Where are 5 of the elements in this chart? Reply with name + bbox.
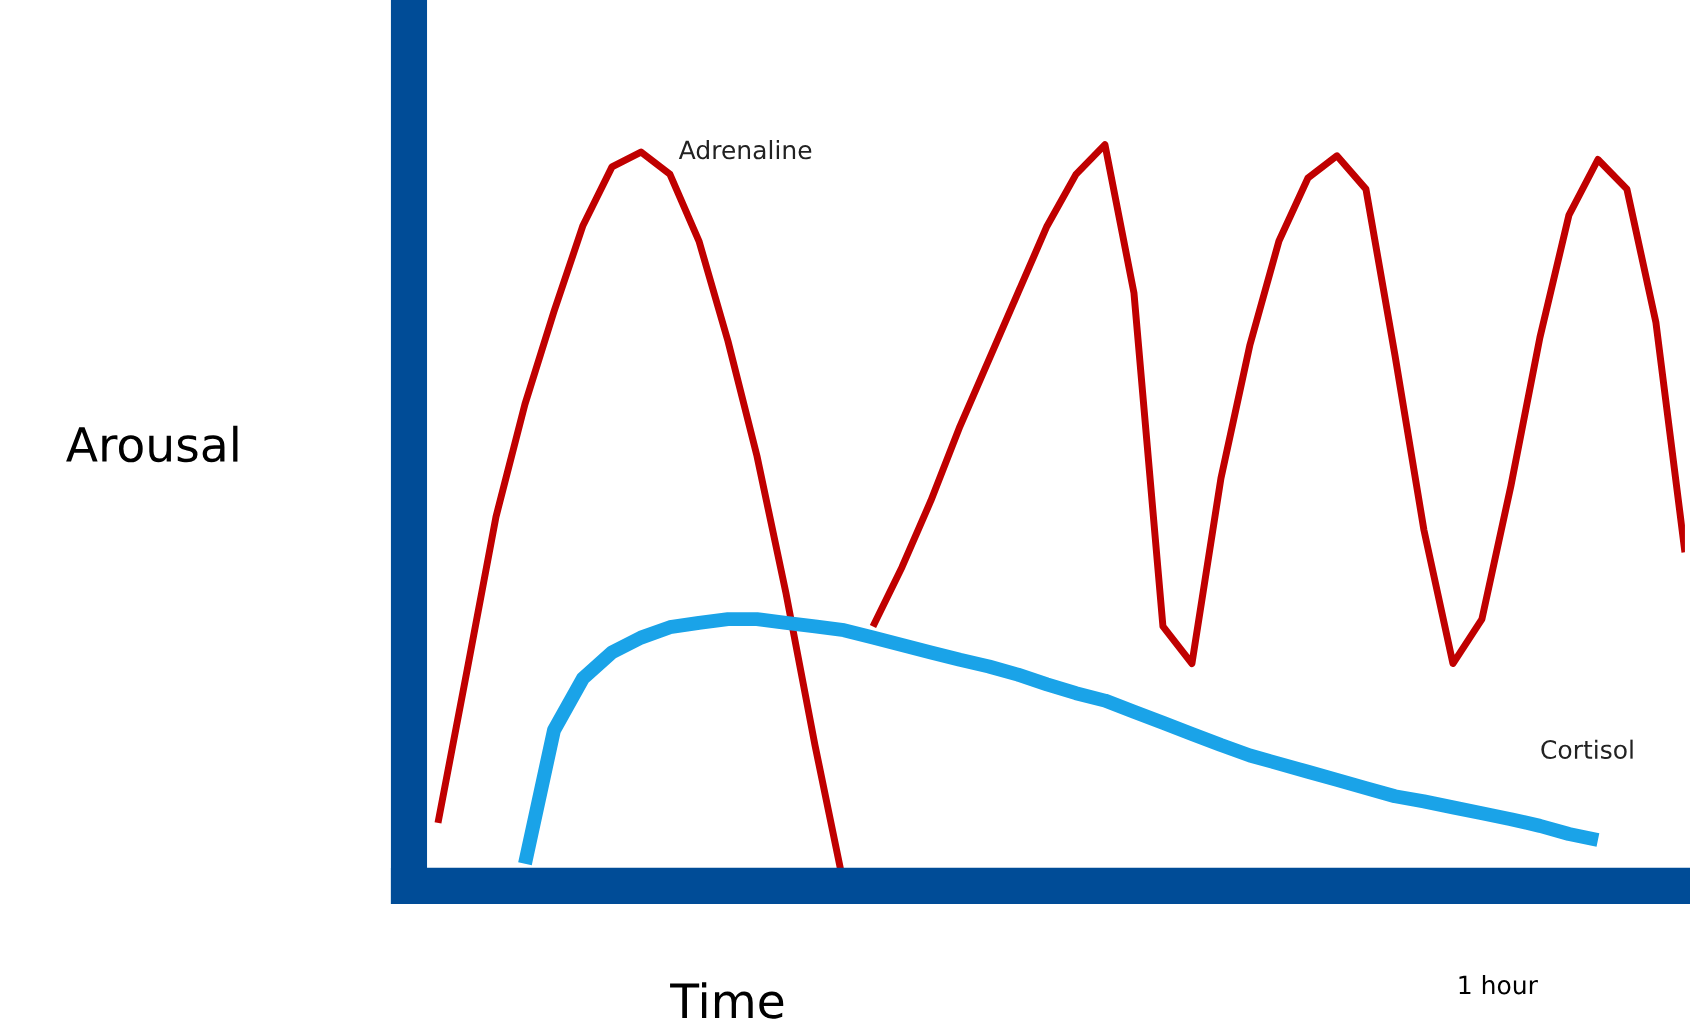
text: Cortisol (1541, 739, 1633, 760)
x-axis-title: Time (670, 982, 784, 1019)
series-label: Adrenaline (678, 139, 812, 160)
y-axis-title: Arousal (66, 425, 238, 463)
text: 1 hour (1459, 975, 1538, 995)
